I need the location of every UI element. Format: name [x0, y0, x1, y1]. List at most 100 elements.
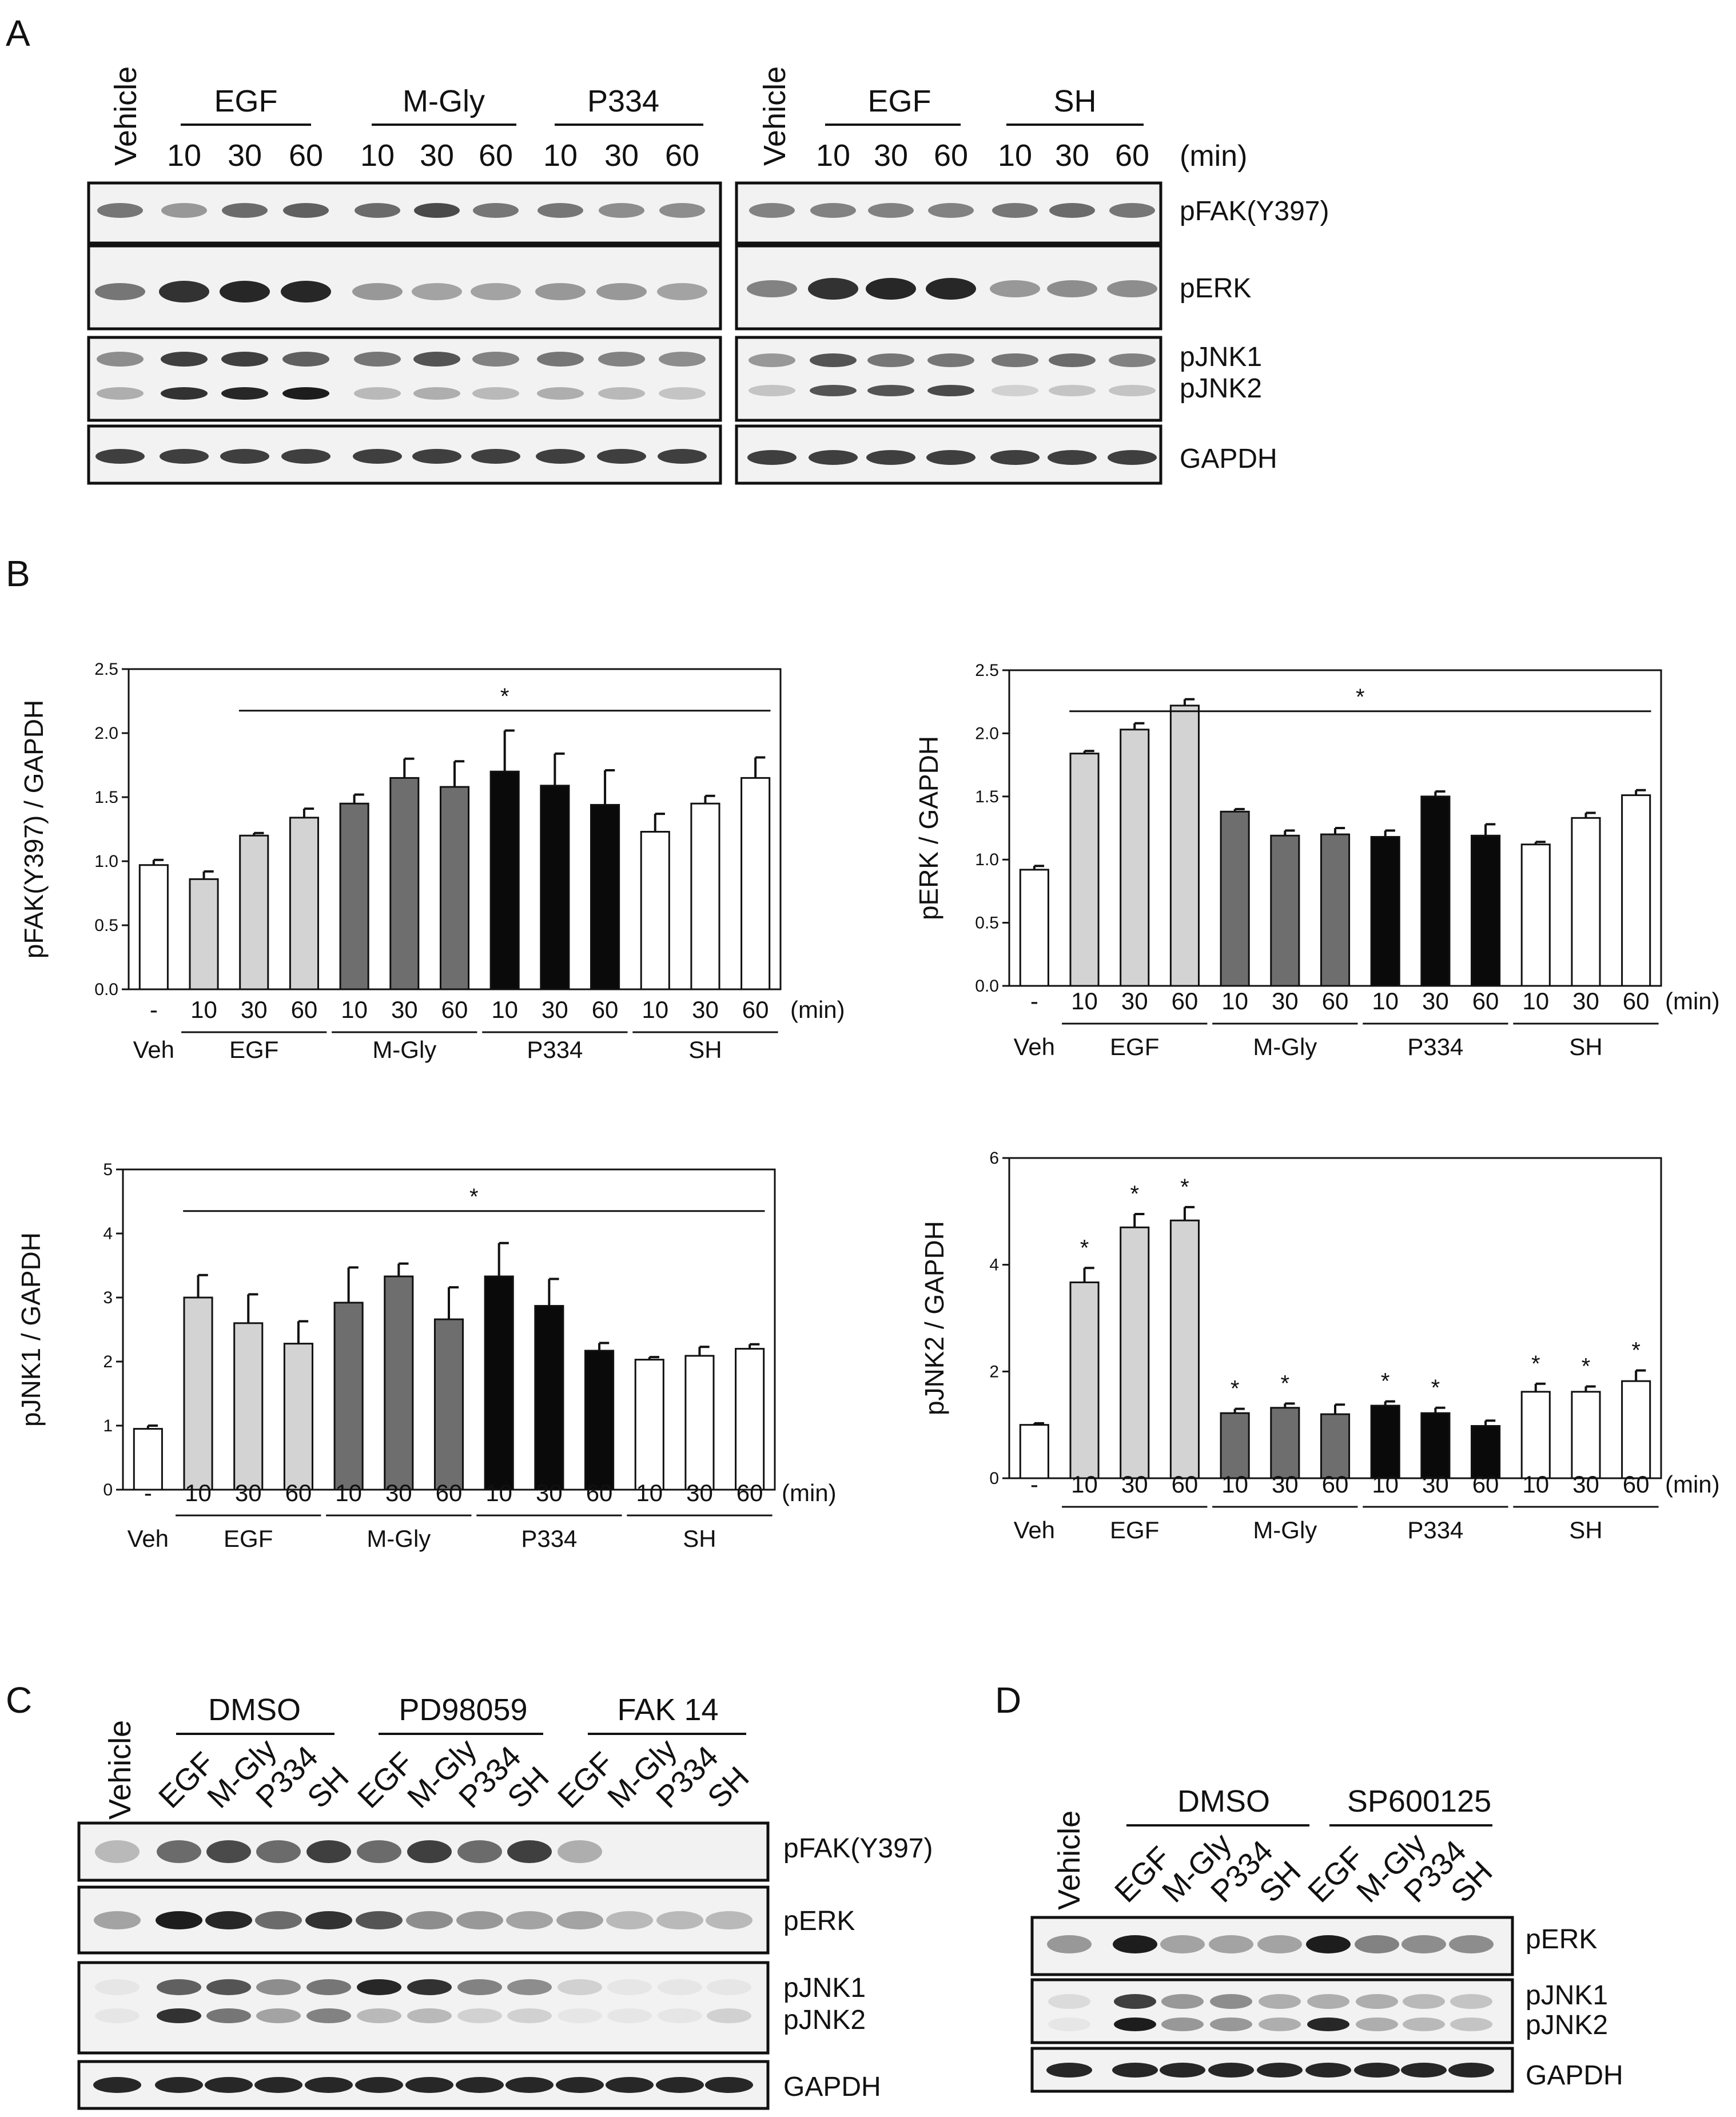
x-tick-label: 60	[586, 1479, 613, 1506]
blot-band	[161, 352, 208, 367]
x-tick-label: 10	[491, 996, 518, 1023]
y-tick-label: 0.5	[94, 916, 118, 935]
x-tick-label: 30	[1272, 1471, 1299, 1498]
blot-band	[353, 449, 402, 464]
blot-band	[810, 353, 857, 367]
blot-band	[1210, 2017, 1252, 2031]
bar	[584, 1350, 615, 1491]
blot-band	[457, 1979, 502, 1995]
group-dmso: DMSO	[208, 1693, 301, 1727]
significance-star: *	[1356, 685, 1365, 710]
x-tick-label: 60	[1172, 1471, 1199, 1498]
group-p334: P334	[587, 84, 659, 118]
blot-band	[868, 203, 914, 218]
bar	[740, 777, 771, 990]
blot-band	[155, 2077, 203, 2093]
bar	[1220, 810, 1250, 987]
blot-band	[1354, 2063, 1400, 2078]
blot-frame	[735, 336, 1162, 422]
blot-band	[1048, 2017, 1090, 2031]
blot-band	[656, 1911, 703, 1929]
time-label: 10	[360, 138, 395, 173]
panel-d-band-labels: pERK pJNK1 pJNK2 GAPDH	[1526, 1924, 1623, 2091]
bar	[1320, 1413, 1351, 1479]
blot-band	[706, 1911, 752, 1929]
blot-band	[407, 1840, 452, 1863]
bar	[1270, 834, 1300, 987]
blot-band	[205, 2077, 253, 2093]
x-tick-label: 10	[1522, 988, 1549, 1014]
lane-label: EGF	[551, 1746, 620, 1815]
blot-band	[406, 1911, 453, 1929]
bar	[484, 1275, 514, 1491]
blot-band	[1107, 280, 1157, 297]
x-tick-label: 30	[385, 1479, 412, 1506]
blot-band	[536, 449, 585, 464]
x-tick-label: 60	[291, 996, 318, 1023]
x-tick-label: 10	[642, 996, 668, 1023]
y-tick-label: 1.5	[94, 788, 118, 807]
blot-band	[1161, 1994, 1204, 2009]
blot-band	[1257, 1935, 1302, 1953]
band-label-pfak: pFAK(Y397)	[783, 1833, 933, 1864]
group-egf: EGF	[214, 84, 277, 118]
blot-band	[556, 2077, 604, 2093]
bar	[133, 1428, 163, 1491]
blot-band	[558, 1979, 602, 1995]
lane-vehicle: Vehicle	[758, 66, 792, 166]
band-label-perk: pERK	[783, 1906, 855, 1936]
blot-band	[1209, 1935, 1253, 1953]
x-tick-label: 30	[241, 996, 268, 1023]
blot-band	[990, 450, 1040, 465]
bar	[735, 1348, 765, 1491]
blot-band	[161, 203, 207, 218]
group-pd98059: PD98059	[399, 1693, 527, 1727]
time-label: 10	[543, 138, 578, 173]
y-tick-label: 6	[989, 1149, 999, 1168]
blot-band	[1403, 1994, 1445, 2009]
x-tick-label: 10	[1221, 1471, 1248, 1498]
blot-band	[1109, 353, 1156, 367]
time-label: 30	[228, 138, 262, 173]
x-tick-label: -	[1030, 1471, 1038, 1498]
x-tick-label: 60	[742, 996, 769, 1023]
blot-band	[1448, 2063, 1494, 2078]
x-tick-label: 10	[485, 1479, 512, 1506]
lane-vehicle: Vehicle	[1052, 1810, 1086, 1910]
bar	[1270, 1407, 1300, 1479]
blot-band	[357, 1979, 401, 1995]
blot-band	[354, 352, 401, 367]
panel-a-right-header: Vehicle EGF SH 10 30 60 10 30 60 (min)	[758, 66, 1247, 173]
x-tick-label: 10	[1372, 988, 1399, 1014]
band-label-pfak: pFAK(Y397)	[1180, 196, 1329, 226]
x-tick-label: -	[1030, 988, 1038, 1014]
bar	[1320, 833, 1351, 987]
x-tick-label: 10	[335, 1479, 362, 1506]
group-label: EGF	[1110, 1517, 1159, 1543]
y-tick-label: 0.0	[975, 977, 999, 996]
blot-band	[1208, 2063, 1254, 2078]
blot-band	[357, 2008, 401, 2023]
blot-band	[281, 449, 331, 464]
time-label: 10	[816, 138, 850, 173]
panel-a-blots	[87, 181, 1162, 485]
x-tick-label: 30	[1422, 988, 1449, 1014]
y-tick-label: 0	[989, 1469, 999, 1488]
blot-band	[809, 450, 858, 465]
y-tick-label: 0	[103, 1481, 113, 1499]
group-label: SH	[688, 1036, 722, 1063]
chart-pjnk1: 0 1 2 3 4 5 pJNK1 / GAPDH * - 10 30 60 10 30 60 10 30 60 1…	[16, 1160, 837, 1552]
group-label: M-Gly	[1253, 1517, 1317, 1543]
blot-band	[507, 1979, 552, 1995]
x-tick-label: 60	[1322, 988, 1349, 1014]
blot-band	[659, 203, 705, 218]
panel-label-b: B	[6, 553, 30, 594]
x-tick-label: 30	[391, 996, 418, 1023]
blot-band	[1449, 1935, 1494, 1953]
band-label-pjnk2: pJNK2	[783, 2005, 866, 2035]
blot-band	[472, 352, 519, 367]
time-label: 30	[604, 138, 639, 173]
band-label-pjnk1: pJNK1	[783, 1973, 866, 2003]
